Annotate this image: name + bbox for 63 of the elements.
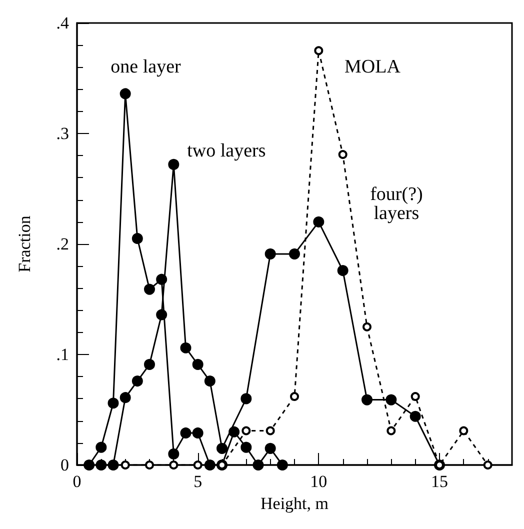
annotation: four(?) layers (370, 184, 423, 224)
point (204, 460, 216, 470)
point (120, 392, 131, 404)
point (144, 284, 155, 295)
point (483, 460, 492, 470)
point (337, 265, 348, 276)
annotation: one layer (110, 56, 182, 78)
y-tick-label: .3 (56, 124, 69, 143)
y-tick-label: 0 (60, 456, 69, 474)
point (108, 460, 119, 470)
point (216, 442, 228, 454)
point (264, 248, 276, 260)
point (168, 448, 180, 460)
point (192, 358, 204, 370)
point (338, 150, 348, 159)
point (169, 460, 178, 470)
point (410, 392, 420, 401)
point (410, 410, 421, 422)
point (264, 442, 276, 454)
point (108, 398, 119, 409)
x-tick-label: 5 (194, 472, 202, 491)
point (386, 426, 396, 436)
point (314, 46, 324, 56)
point (313, 216, 324, 228)
point (192, 427, 204, 438)
y-axis-title: Fraction (15, 215, 34, 272)
point (459, 426, 468, 436)
point (240, 393, 252, 404)
point (84, 460, 95, 470)
point (132, 232, 143, 244)
point (144, 358, 155, 370)
point (156, 309, 168, 320)
y-tick-label: .2 (56, 234, 69, 254)
point (242, 426, 251, 436)
point (362, 394, 372, 406)
point (252, 460, 264, 470)
x-axis-title: Height, m (260, 494, 328, 513)
point (156, 274, 168, 285)
point (120, 88, 131, 100)
point (289, 248, 300, 260)
point (180, 342, 192, 354)
annotation: two layers (187, 140, 266, 162)
point (132, 376, 143, 387)
point (362, 322, 372, 332)
point (266, 426, 275, 436)
point (96, 442, 107, 453)
point (145, 460, 154, 470)
x-tick-label: 0 (72, 472, 82, 491)
point (290, 392, 299, 401)
y-tick-label: .1 (56, 345, 69, 364)
point (168, 158, 180, 170)
point (120, 460, 130, 470)
point (193, 460, 202, 470)
point (276, 460, 288, 470)
x-tick-label: 15 (431, 472, 448, 491)
point (228, 426, 240, 438)
annotation: MOLA (344, 56, 401, 78)
point (204, 376, 216, 387)
point (180, 427, 192, 438)
x-tick-label: 10 (310, 472, 328, 491)
point (240, 442, 252, 453)
y-tick-label: .4 (56, 14, 70, 32)
point (386, 394, 397, 406)
